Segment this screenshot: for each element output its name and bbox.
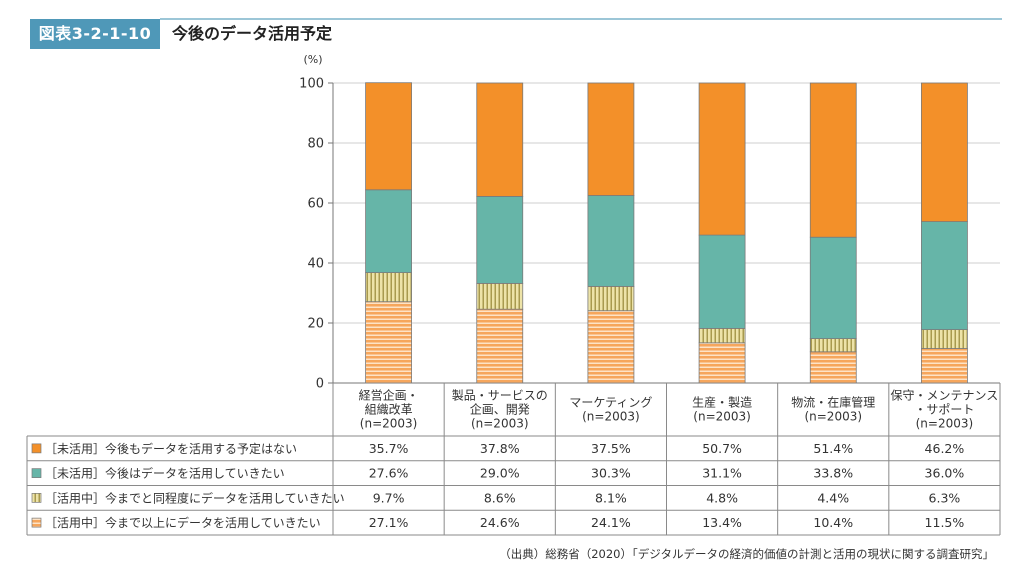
y-axis: 0 20 40 60 80 100 (%) [299, 53, 334, 392]
data-label: 36.0% [925, 466, 965, 481]
category-label: (n=2003) [582, 410, 640, 424]
bar-segment [809, 82, 857, 238]
bar-segment [365, 82, 412, 191]
bar-segment [698, 82, 746, 236]
y-axis-unit: (%) [303, 53, 322, 66]
data-label: 29.0% [480, 466, 520, 481]
bar-segment [809, 338, 857, 353]
y-tick-label: 20 [307, 317, 324, 332]
bar-segment [587, 310, 635, 384]
legend-label: ［活用中］今までと同程度にデータを活用していきたい [45, 490, 345, 505]
category-label: 生産・製造 [692, 395, 752, 410]
category-label: (n=2003) [360, 417, 418, 431]
figure-title: 今後のデータ活用予定 [172, 24, 333, 43]
bar-segment [809, 351, 857, 384]
data-label: 4.8% [706, 490, 738, 505]
legend-swatch [31, 443, 42, 454]
data-label: 35.7% [369, 441, 409, 456]
bar-segment [476, 282, 524, 310]
category-label: (n=2003) [916, 417, 974, 431]
bar-segment [698, 342, 746, 384]
data-label: 9.7% [373, 490, 405, 505]
category-label: 製品・サービスの [452, 389, 548, 403]
data-label: 46.2% [925, 441, 965, 456]
data-label: 31.1% [702, 466, 742, 481]
data-label: 6.3% [929, 490, 961, 505]
data-label: 30.3% [591, 466, 631, 481]
category-label: ・サポート [914, 403, 974, 417]
y-tick-label: 100 [299, 77, 324, 92]
figure-label: 図表3-2-1-10 [30, 19, 160, 49]
gridlines [333, 82, 1000, 384]
bar-segment [365, 272, 412, 303]
legend-swatch [31, 493, 42, 503]
y-tick-label: 40 [307, 257, 324, 272]
data-label: 37.5% [591, 441, 631, 456]
category-label: 経営企画・ [359, 388, 419, 403]
bar-segment [365, 189, 412, 274]
bar-segment [698, 327, 746, 344]
bar-segment [698, 234, 746, 329]
bar-segment [921, 221, 968, 331]
category-label: 保守・メンテナンス [891, 389, 999, 403]
bar-segment [587, 285, 635, 312]
data-label: 27.1% [369, 515, 409, 530]
bar-segment [476, 195, 524, 284]
data-label: 24.1% [591, 515, 631, 530]
legend-label: ［未活用］今後もデータを活用する予定はない [45, 441, 297, 456]
y-tick-label: 80 [307, 137, 324, 152]
legend-label: ［未活用］今後はデータを活用していきたい [45, 466, 285, 481]
category-label: マーケティング [569, 396, 652, 410]
bar-segment [476, 82, 524, 197]
legend-swatch [31, 517, 42, 528]
data-label: 50.7% [702, 441, 742, 456]
category-label: (n=2003) [471, 417, 529, 431]
bar-segment [921, 82, 968, 223]
data-label: 51.4% [813, 441, 853, 456]
category-label: 企画、開発 [470, 402, 530, 417]
data-label: 8.1% [595, 490, 627, 505]
bar-segment [587, 82, 635, 196]
bar-segment [809, 236, 857, 339]
legend-swatch [31, 468, 42, 478]
data-label: 27.6% [369, 466, 409, 481]
category-label: 組織改革 [365, 403, 413, 417]
data-label: 33.8% [813, 466, 853, 481]
source-note: （出典）総務省（2020）「デジタルデータの経済的価値の計測と活用の現状に関する… [499, 547, 994, 561]
bars [365, 82, 968, 384]
bar-segment [476, 308, 524, 384]
y-tick-label: 0 [316, 377, 324, 392]
category-label: (n=2003) [693, 410, 751, 424]
data-label: 37.8% [480, 441, 520, 456]
data-label: 13.4% [702, 515, 742, 530]
data-label: 10.4% [813, 515, 853, 530]
y-tick-label: 60 [307, 197, 324, 212]
legend-label: ［活用中］今まで以上にデータを活用していきたい [45, 515, 321, 530]
data-label: 24.6% [480, 515, 520, 530]
data-label: 4.4% [817, 490, 849, 505]
bar-segment [921, 348, 968, 384]
data-label: 11.5% [925, 515, 965, 530]
data-label: 8.6% [484, 490, 516, 505]
category-label: (n=2003) [804, 410, 862, 424]
header-rule [160, 18, 1002, 20]
data-table: 経営企画・組織改革(n=2003)製品・サービスの企画、開発(n=2003)マー… [26, 383, 1001, 536]
bar-segment [587, 195, 635, 287]
bar-segment [921, 329, 968, 349]
bar-segment [365, 301, 412, 384]
figure-header: 図表3-2-1-10 今後のデータ活用予定 [30, 18, 1002, 50]
category-label: 物流・在庫管理 [791, 395, 875, 410]
